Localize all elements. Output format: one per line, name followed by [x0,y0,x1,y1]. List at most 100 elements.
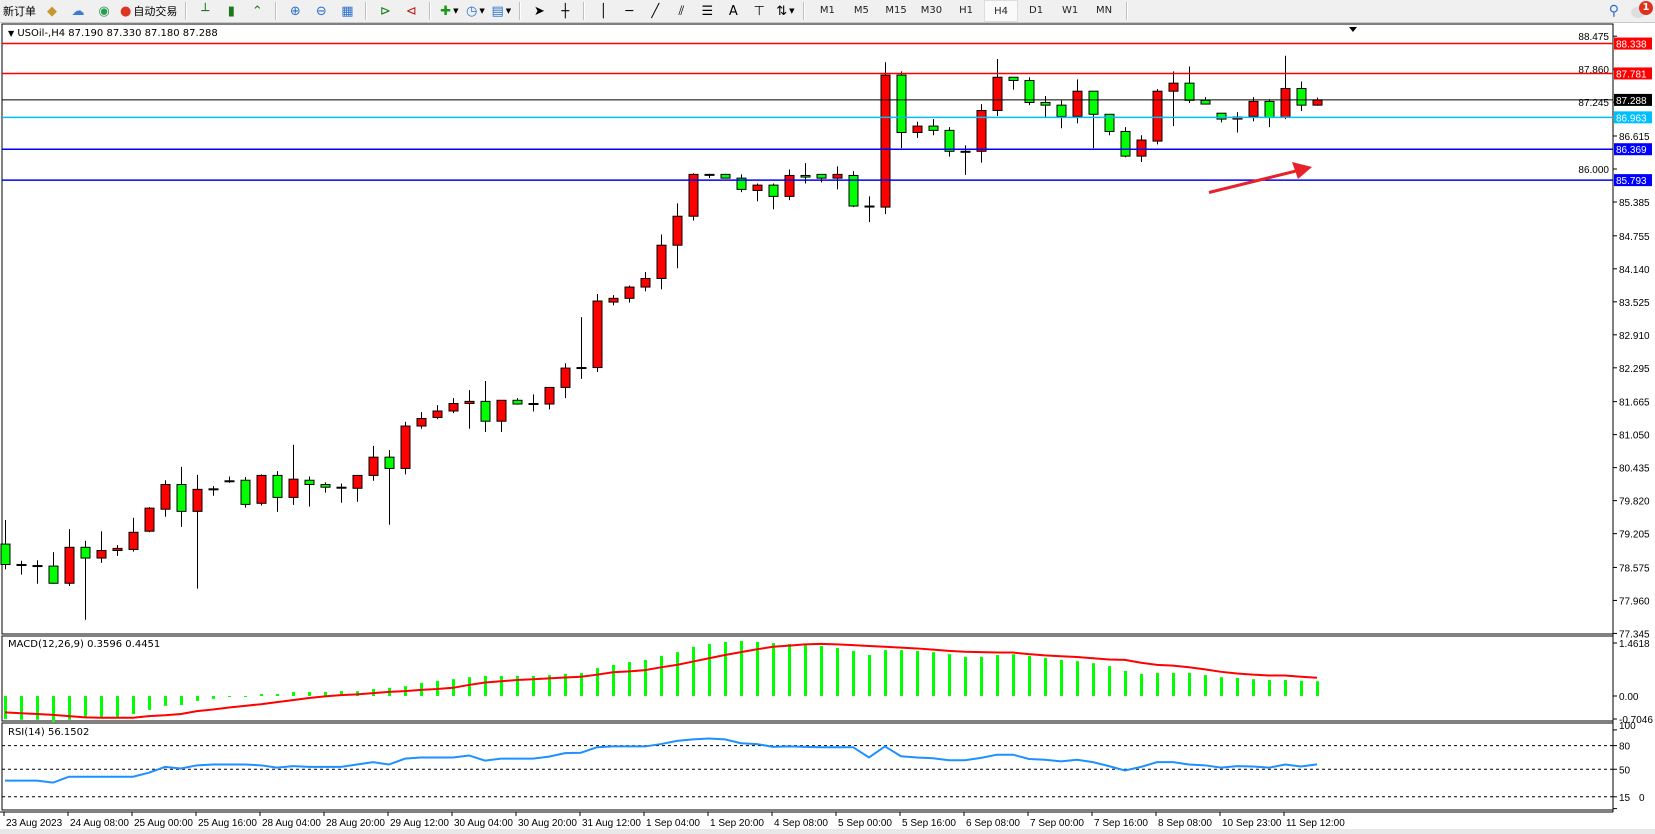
bottom-bar [0,829,1655,834]
chart-shift-marker-icon[interactable] [1349,27,1357,32]
trendline-icon[interactable]: ╱ [651,3,660,19]
time-tick-label: 30 Aug 20:00 [518,818,577,829]
price-tick-label: 84.140 [1619,265,1650,276]
macd-histogram-bar [900,650,903,696]
rsi-label: RSI(14) 56.1502 [8,727,90,738]
price-tick-label: 88.475 [1578,32,1609,43]
periods-button[interactable]: ◷ ▼ [463,1,487,21]
cursor-icon[interactable]: ➤ [533,3,545,19]
candle-body-bullish [976,110,987,152]
candle-body-bullish [832,173,843,179]
macd-axis-label: 1.4618 [1619,639,1650,650]
auto-scroll-icon[interactable]: ⊳ [379,3,391,19]
period-m15[interactable]: M15 [885,4,907,16]
macd-histogram-bar [468,677,471,696]
tile-windows-icon[interactable]: ▦ [341,3,354,19]
search-icon[interactable]: ⚲ [1608,3,1619,19]
period-selector: M1 M5 M15 M30 H1 H4 D1 W1 MN [810,0,1121,22]
signal-icon[interactable]: ◉ [98,3,110,19]
candle-body-doji [32,565,43,568]
dropdown-arrow-icon: ▼ [479,7,485,15]
period-m1[interactable]: M1 [819,4,835,16]
candle-body-bullish [1168,82,1179,92]
price-tick-label: 87.860 [1578,65,1609,76]
equidistant-channel-icon[interactable]: ⫽ [678,3,685,19]
candlestick-icon[interactable]: ▮ [227,3,235,19]
macd-histogram-bar [932,652,935,696]
collapse-triangle-icon[interactable]: ▼ [8,29,15,38]
macd-histogram-bar [756,641,759,696]
time-tick-label: 8 Sep 08:00 [1158,818,1212,829]
period-d1[interactable]: D1 [1029,4,1044,16]
period-h4[interactable]: H4 [984,0,1019,22]
candle-body-bullish [608,297,619,303]
macd-histogram-bar [1300,680,1303,696]
price-tick-label: 81.665 [1619,398,1650,409]
candle-body-bullish [448,403,459,412]
chart-shift-icon[interactable]: ⊲ [405,3,417,19]
vertical-line-icon[interactable]: │ [599,3,608,19]
crosshair-icon[interactable]: ┼ [561,3,570,19]
macd-histogram-bar [68,696,71,720]
macd-histogram-bar [132,696,135,715]
price-tick-label: 80.435 [1619,464,1650,475]
candle-body-bullish [112,547,123,552]
macd-histogram-bar [1028,655,1031,696]
price-line-label: 86.963 [1616,113,1647,124]
time-tick-label: 7 Sep 16:00 [1094,818,1148,829]
toolbar-separator [1126,2,1129,20]
period-h1[interactable]: H1 [959,4,973,16]
time-tick-label: 28 Aug 04:00 [262,818,321,829]
gold-bars-icon[interactable]: ◆ [47,3,57,19]
candle-body-doji [224,480,235,483]
notifications-button[interactable]: 1 [1631,1,1653,21]
candle-body-bullish [880,74,891,208]
candle-body-bullish [656,244,667,279]
price-line-label: 87.781 [1616,69,1647,80]
zoom-in-icon[interactable]: ⊕ [289,3,301,19]
macd-histogram-bar [628,661,631,696]
candle-body-bearish [1088,90,1099,115]
candle-body-doji [576,367,587,370]
price-tick-label: 79.820 [1619,497,1650,508]
fibonacci-icon[interactable]: ☰ [701,3,714,19]
new-order-button[interactable]: 新订单 [1,1,38,21]
price-tick-label: 77.960 [1619,596,1650,607]
line-chart-icon[interactable]: ⌃ [251,3,263,19]
horizontal-line-icon[interactable]: ─ [625,3,634,19]
candle-body-doji [208,488,219,491]
macd-histogram-bar [116,696,119,719]
dropdown-arrow-icon: ▼ [453,7,459,15]
period-m5[interactable]: M5 [853,4,869,16]
templates-button[interactable]: ▤ ▼ [489,1,513,21]
macd-histogram-bar [996,655,999,696]
candle-body-bearish [1040,101,1051,106]
time-tick-label: 25 Aug 00:00 [134,818,193,829]
macd-histogram-bar [660,655,663,696]
candle-body-bullish [464,400,475,405]
macd-histogram-bar [852,650,855,696]
macd-histogram-bar [1140,673,1143,696]
period-m30[interactable]: M30 [920,4,943,16]
period-mn[interactable]: MN [1096,4,1113,16]
time-tick-label: 29 Aug 12:00 [390,818,449,829]
zoom-out-icon[interactable]: ⊖ [315,3,327,19]
period-w1[interactable]: W1 [1061,4,1079,16]
candle-body-bullish [992,76,1003,112]
bar-chart-icon[interactable]: ┴ [201,3,210,19]
annotation-arrow-head-icon [1292,162,1312,179]
macd-histogram-bar [676,652,679,696]
text-icon[interactable]: A [721,1,745,21]
macd-histogram-bar [196,696,199,701]
annotation-arrow-shaft[interactable] [1208,168,1301,194]
auto-trading-button[interactable]: ● 自动交易 [118,1,179,21]
macd-histogram-bar [324,691,327,696]
text-label-icon[interactable]: ⊤ [753,3,765,19]
candle-body-bullish [432,410,443,418]
cloud-server-icon[interactable]: ☁ [71,3,85,19]
arrows-button[interactable]: ⇅ ▼ [773,1,797,21]
indicators-button[interactable]: ✚ ▼ [437,1,461,21]
macd-histogram-bar [148,696,151,710]
macd-histogram-bar [804,645,807,696]
